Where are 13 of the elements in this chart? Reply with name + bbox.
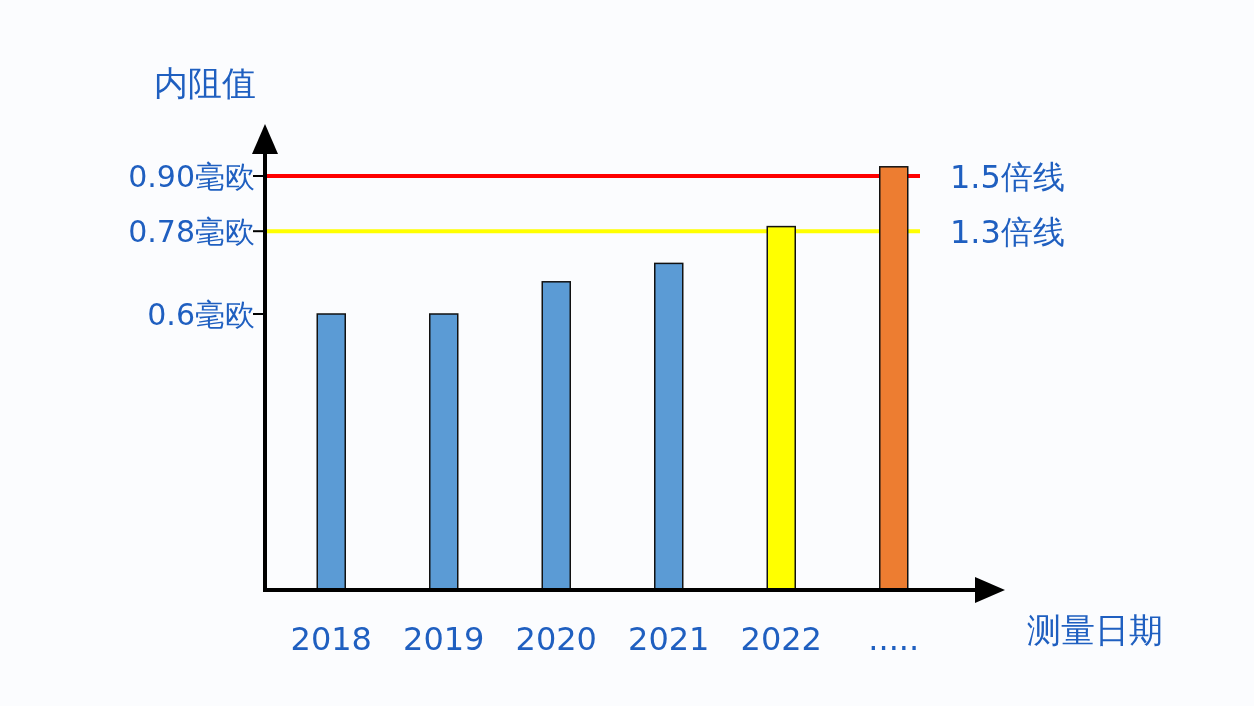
- y-axis-title: 内阻值: [154, 63, 256, 103]
- x-tick-label: 2022: [740, 620, 822, 658]
- x-tick-label: 2019: [403, 620, 485, 658]
- y-tick-label: 0.90毫欧: [128, 159, 255, 194]
- ref-line-label: 1.5倍线: [950, 158, 1065, 196]
- x-tick-label: 2018: [290, 620, 372, 658]
- x-axis-title: 测量日期: [1027, 610, 1163, 650]
- x-tick-label: 2021: [628, 620, 710, 658]
- x-tick-label: 2020: [515, 620, 597, 658]
- y-tick-label: 0.6毫欧: [147, 297, 255, 332]
- ref-line-label: 1.3倍线: [950, 213, 1065, 252]
- x-tick-label: .....: [868, 620, 920, 658]
- y-tick-label: 0.78毫欧: [128, 214, 255, 250]
